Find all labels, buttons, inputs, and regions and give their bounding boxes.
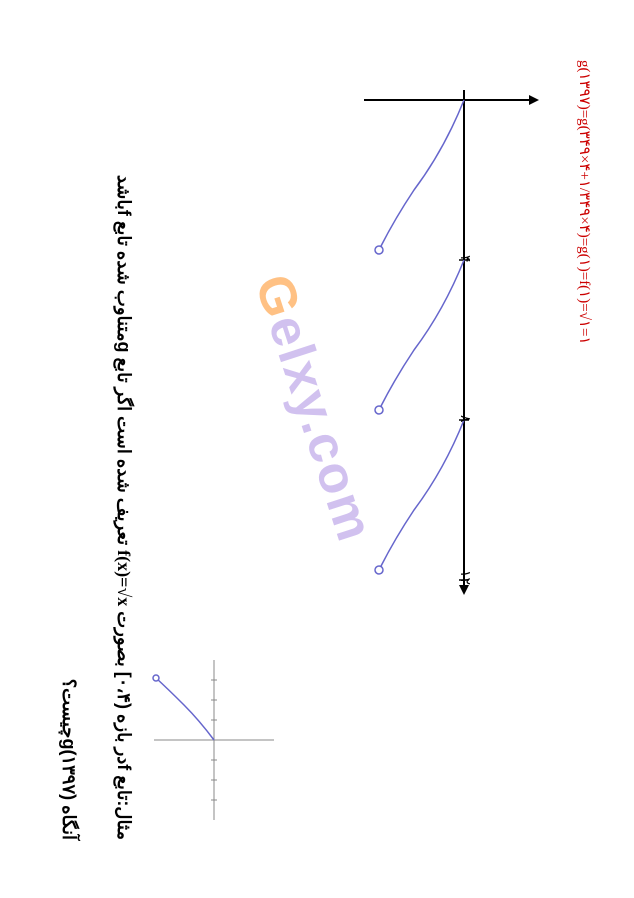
question-line-2: آنگاه (g(۱۳۹۷چیست؟	[58, 540, 79, 840]
x-tick-4: ۴	[457, 255, 474, 263]
x-tick-8: ۸	[457, 415, 474, 423]
x-tick-12: ۱۲	[457, 570, 474, 585]
small-sqrt-graph	[139, 650, 284, 830]
question-line-1: مثال:تابع fدر بازه (۰،۴] بصورت f(x)=√x ت…	[113, 60, 134, 840]
solution-equation: g(۱۳۹۷)=g(۳۴۹×۴+۱/۳۴۹×۴)=g(۱)=f(۱)=√۱=۱	[575, 60, 594, 345]
